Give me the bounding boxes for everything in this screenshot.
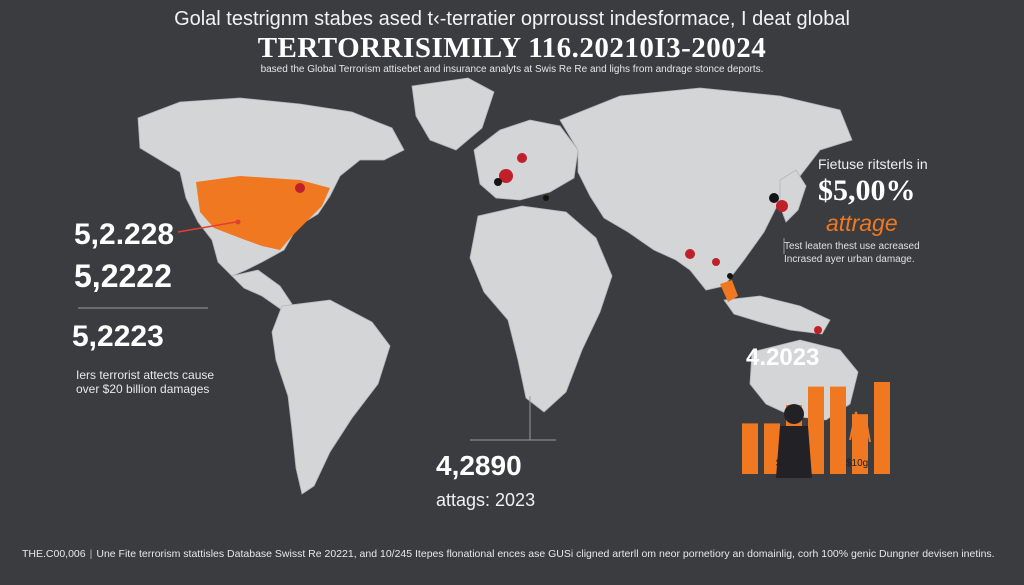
center-value: 4,2890 xyxy=(436,450,522,481)
bar-5 xyxy=(830,386,846,474)
usa-highlight xyxy=(196,176,330,250)
left-caption: Iers terrorist attects cause over $20 bi… xyxy=(76,368,214,396)
bar-label-2: $10g xyxy=(846,458,868,469)
hotspot-orange-thailand xyxy=(720,280,738,302)
center-caption: attags: 2023 xyxy=(436,490,536,510)
bar-1 xyxy=(742,423,758,474)
hotspot-east-asia xyxy=(776,200,788,212)
header-subtitle: based the Global Terrorism attisebet and… xyxy=(260,64,764,75)
south-america xyxy=(271,299,391,495)
footer-code: THE.C00,006 xyxy=(22,548,86,560)
hotspot-dark-balkan xyxy=(543,195,549,201)
central-america xyxy=(231,269,293,311)
hotspot-dark-myanmar xyxy=(727,273,733,279)
southeast-asia-islands xyxy=(723,295,831,335)
hotspot-india xyxy=(685,249,695,259)
left-caption-line-2: over $20 billion damages xyxy=(76,382,210,396)
bar-4 xyxy=(808,386,824,474)
footer-text: Une Fite terrorism stattisles Database S… xyxy=(96,548,995,560)
asia xyxy=(559,87,853,291)
hotspot-dark-europe xyxy=(494,178,502,186)
right-top-text: Fietuse ritsterls in xyxy=(818,156,928,172)
hotspot-indonesia xyxy=(814,326,822,334)
left-caption-line-1: Iers terrorist attects cause xyxy=(76,368,215,382)
japan xyxy=(779,169,807,223)
right-orange-word: attrage xyxy=(826,210,898,236)
right-caption: Test leaten thest use acreased Incrased … xyxy=(784,240,920,266)
person-silhouette-icon xyxy=(776,404,812,478)
left-value-1: 5,2.228 xyxy=(74,218,175,251)
hotspot-great-lakes xyxy=(295,183,305,193)
footer: THE.C00,006 | Une Fite terrorism stattisle… xyxy=(22,548,1012,560)
hotspot-russia xyxy=(517,153,527,163)
right-caption-line-2: Incrased ayer urban damage. xyxy=(784,254,915,265)
hotspot-dark-korea xyxy=(769,193,779,203)
header-line-1: Golal testrignm stabes ased t‹-terratier… xyxy=(174,8,850,30)
left-value-2: 5,2222 xyxy=(74,258,172,294)
hotspot-bangladesh xyxy=(712,258,720,266)
africa xyxy=(469,205,613,413)
flame-icon xyxy=(849,411,871,453)
hotspot-europe xyxy=(499,169,513,183)
left-value-3: 5,2223 xyxy=(72,320,164,353)
bar-label-1: $4I ks xyxy=(776,458,803,469)
footer-separator: | xyxy=(89,548,93,560)
right-caption-line-1: Test leaten thest use acreased xyxy=(784,241,920,252)
bar-7 xyxy=(874,382,890,474)
header-title: TERTORRISIMILY 116.20210I3-20024 xyxy=(257,32,767,64)
bar-2 xyxy=(764,423,780,474)
right-year-label: 4.2023 xyxy=(746,344,820,371)
greenland xyxy=(411,77,495,151)
right-percent: $5,00% xyxy=(818,174,916,207)
pointer-usa xyxy=(177,221,237,233)
